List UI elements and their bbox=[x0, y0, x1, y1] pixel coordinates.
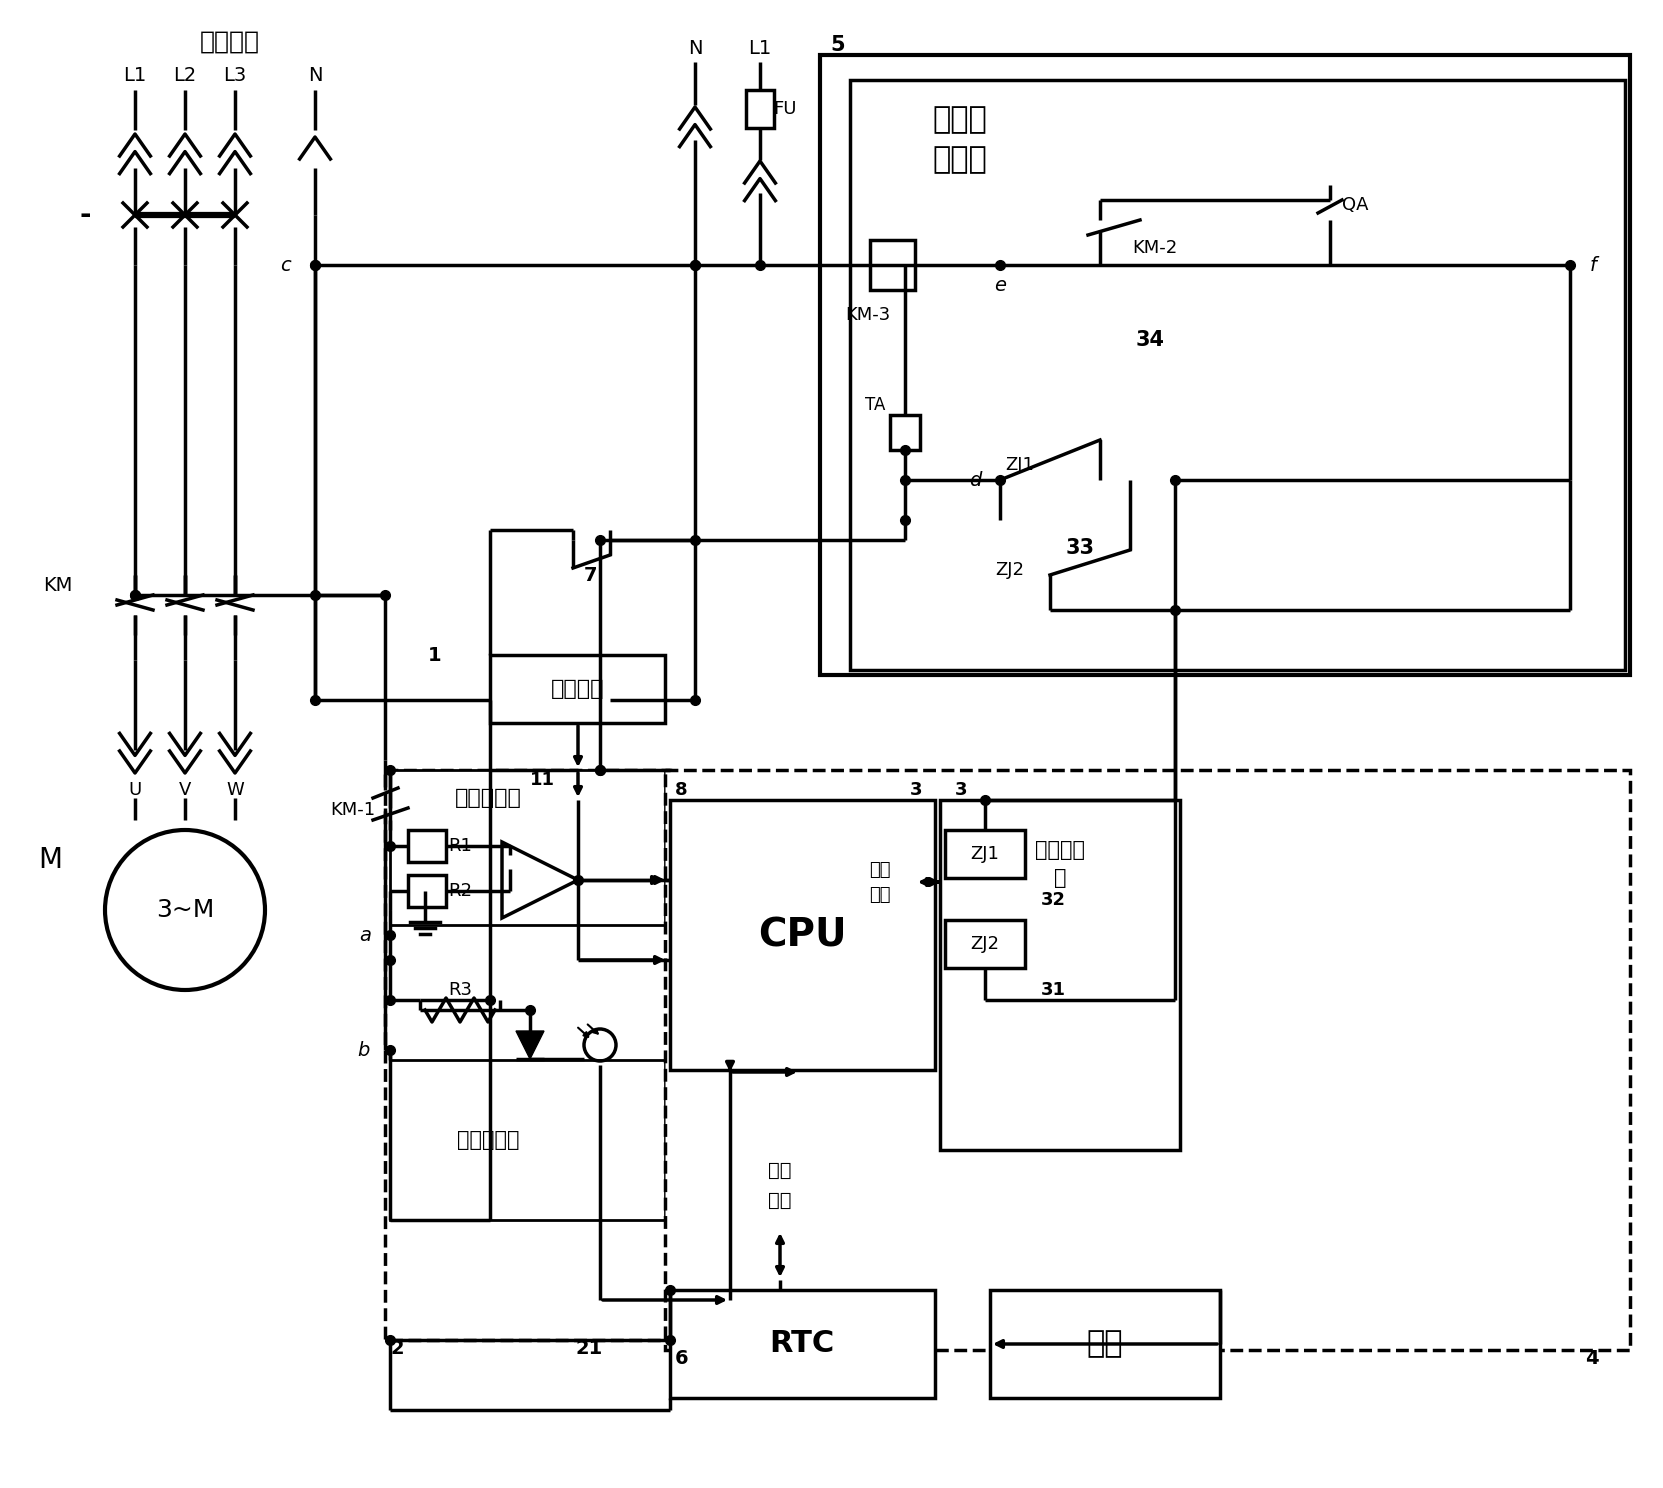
Text: R1: R1 bbox=[447, 836, 472, 856]
Text: KM-2: KM-2 bbox=[1133, 240, 1177, 257]
Text: M: M bbox=[38, 847, 62, 873]
Text: -: - bbox=[80, 201, 91, 229]
Bar bbox=[391, 1059, 665, 1220]
Text: 34: 34 bbox=[1136, 330, 1164, 350]
Text: 21: 21 bbox=[575, 1339, 602, 1357]
Bar bbox=[407, 830, 446, 862]
Text: 32: 32 bbox=[1041, 891, 1066, 909]
Text: L2: L2 bbox=[173, 65, 196, 85]
Bar bbox=[386, 769, 670, 1341]
Text: f: f bbox=[1590, 256, 1596, 274]
Text: ZJ1: ZJ1 bbox=[1006, 455, 1034, 475]
Bar bbox=[665, 769, 1630, 1350]
Text: 11: 11 bbox=[530, 771, 555, 789]
Text: 通讯: 通讯 bbox=[768, 1161, 792, 1180]
Text: 控制: 控制 bbox=[870, 862, 891, 879]
Text: e: e bbox=[994, 275, 1006, 295]
Text: KM: KM bbox=[43, 576, 73, 595]
Polygon shape bbox=[516, 1031, 544, 1059]
Text: 总线: 总线 bbox=[768, 1190, 792, 1210]
Text: ZJ2: ZJ2 bbox=[996, 561, 1024, 579]
Text: QA: QA bbox=[1342, 196, 1369, 214]
Bar bbox=[850, 80, 1625, 670]
Bar bbox=[407, 875, 446, 908]
Text: 5: 5 bbox=[830, 36, 845, 55]
Text: 3~M: 3~M bbox=[156, 897, 215, 923]
Bar bbox=[747, 89, 773, 128]
Text: 继电器控: 继电器控 bbox=[1034, 841, 1084, 860]
Text: 6: 6 bbox=[675, 1348, 688, 1367]
Bar bbox=[670, 801, 935, 1070]
Bar bbox=[820, 55, 1630, 676]
Text: R2: R2 bbox=[447, 882, 472, 900]
Text: 电池: 电池 bbox=[1086, 1329, 1123, 1359]
Bar bbox=[391, 769, 665, 926]
Text: 二次控: 二次控 bbox=[933, 106, 988, 134]
Bar bbox=[870, 240, 915, 290]
Text: d: d bbox=[970, 470, 981, 490]
Text: 2: 2 bbox=[391, 1339, 404, 1357]
Text: 7: 7 bbox=[584, 565, 597, 585]
Text: 33: 33 bbox=[1066, 539, 1094, 558]
Bar bbox=[945, 830, 1024, 878]
Text: R3: R3 bbox=[447, 981, 472, 998]
Text: 开关电源: 开关电源 bbox=[550, 679, 605, 699]
Text: L1: L1 bbox=[123, 65, 146, 85]
Bar bbox=[491, 655, 665, 723]
Text: 1: 1 bbox=[427, 646, 442, 665]
Text: 接触器监测: 接触器监测 bbox=[457, 1129, 519, 1150]
Text: N: N bbox=[688, 39, 702, 58]
Text: RTC: RTC bbox=[770, 1329, 835, 1359]
Text: ZJ1: ZJ1 bbox=[971, 845, 999, 863]
Text: ZJ2: ZJ2 bbox=[971, 934, 999, 952]
Bar bbox=[890, 415, 920, 449]
Text: U: U bbox=[128, 781, 141, 799]
Text: b: b bbox=[358, 1040, 369, 1059]
Text: TA: TA bbox=[865, 396, 885, 414]
Text: 三相四线: 三相四线 bbox=[200, 30, 259, 54]
Text: c: c bbox=[279, 256, 291, 274]
Bar bbox=[940, 801, 1181, 1150]
Text: KM-1: KM-1 bbox=[331, 801, 376, 818]
Text: V: V bbox=[180, 781, 191, 799]
Text: KM-3: KM-3 bbox=[845, 307, 891, 324]
Bar bbox=[670, 1290, 935, 1399]
Text: N: N bbox=[308, 65, 323, 85]
Text: L3: L3 bbox=[223, 65, 246, 85]
Bar bbox=[989, 1290, 1221, 1399]
Text: FU: FU bbox=[773, 100, 797, 118]
Text: 制: 制 bbox=[1054, 868, 1066, 888]
Text: 3: 3 bbox=[955, 781, 968, 799]
Text: 制回路: 制回路 bbox=[933, 146, 988, 174]
Bar bbox=[945, 920, 1024, 969]
Text: 总线: 总线 bbox=[870, 885, 891, 905]
Text: L1: L1 bbox=[748, 39, 772, 58]
Text: 电压比较器: 电压比较器 bbox=[454, 789, 522, 808]
Text: a: a bbox=[359, 926, 371, 945]
Text: 31: 31 bbox=[1041, 981, 1066, 998]
Text: 3: 3 bbox=[910, 781, 923, 799]
Text: W: W bbox=[226, 781, 244, 799]
Text: 4: 4 bbox=[1585, 1348, 1598, 1367]
Text: 8: 8 bbox=[675, 781, 687, 799]
Text: CPU: CPU bbox=[758, 917, 846, 954]
